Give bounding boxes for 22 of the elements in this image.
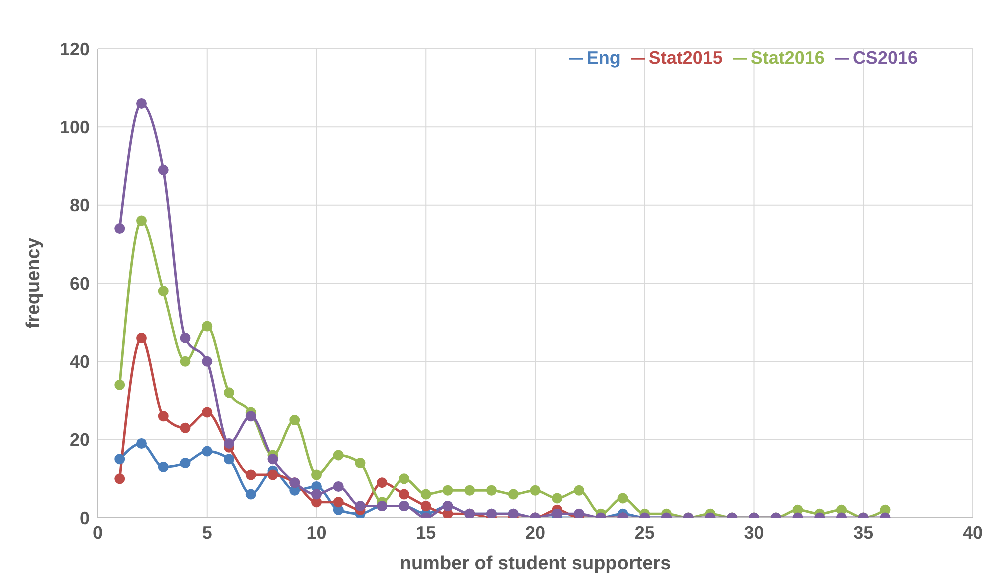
x-tick-label: 20 — [525, 522, 546, 543]
legend-label: Eng — [586, 48, 621, 68]
y-tick-label: 0 — [80, 508, 90, 528]
x-tick-label: 0 — [92, 522, 104, 543]
y-tick-label: 20 — [70, 430, 90, 450]
x-tick-label: 5 — [202, 522, 212, 543]
x-tick-label: 10 — [306, 522, 327, 543]
x-tick-label: 15 — [416, 522, 436, 543]
legend-label: Stat2016 — [750, 48, 825, 68]
x-tick-label: 25 — [634, 522, 655, 543]
y-tick-label: 100 — [60, 118, 90, 138]
y-axis-title: frequency — [24, 238, 45, 329]
legend-label: CS2016 — [852, 48, 918, 68]
y-tick-label: 120 — [60, 39, 90, 60]
x-tick-label: 35 — [854, 522, 874, 543]
x-axis-title: number of student supporters — [400, 553, 672, 574]
x-tick-label: 40 — [962, 522, 984, 543]
legend-label: Stat2015 — [648, 48, 723, 68]
y-tick-label: 40 — [70, 352, 90, 372]
x-tick-label: 30 — [744, 522, 764, 543]
y-tick-label: 60 — [70, 274, 90, 294]
y-tick-label: 80 — [70, 196, 90, 216]
